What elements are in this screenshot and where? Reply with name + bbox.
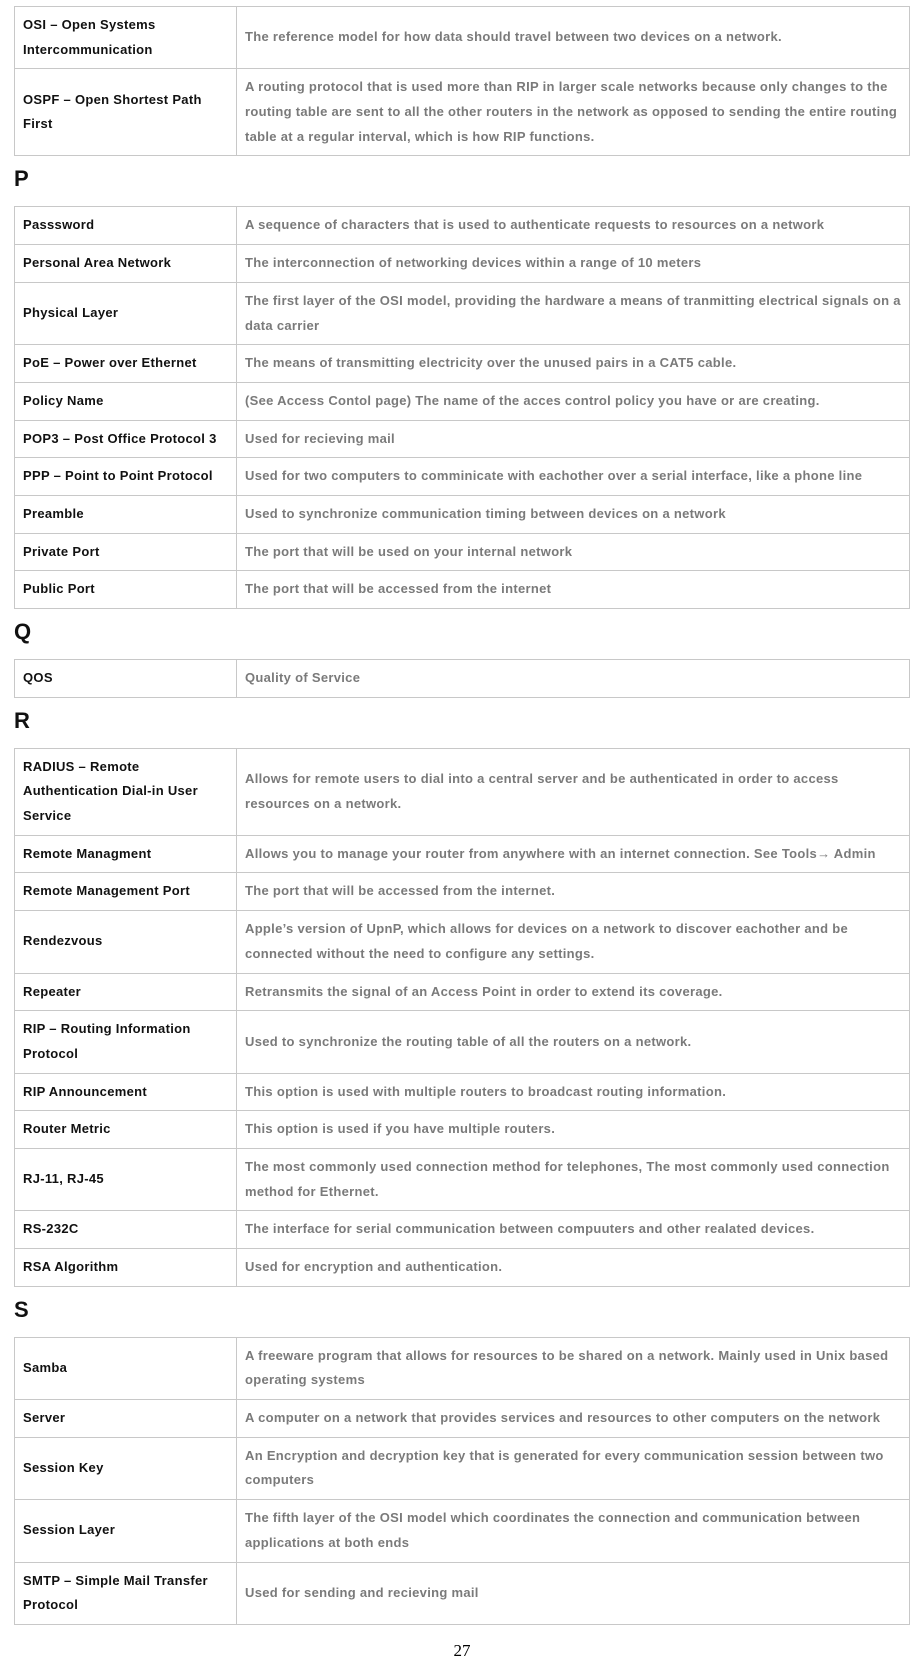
table-row: Remote ManagmentAllows you to manage you… xyxy=(15,835,910,873)
table-row: OSI – Open Systems IntercommunicationThe… xyxy=(15,7,910,69)
glossary-term: RJ-11, RJ-45 xyxy=(15,1148,237,1210)
table-row: ServerA computer on a network that provi… xyxy=(15,1400,910,1438)
table-row: Session Layer The fifth layer of the OSI… xyxy=(15,1500,910,1562)
table-row: PoE – Power over EthernetThe means of tr… xyxy=(15,345,910,383)
table-row: Session KeyAn Encryption and decryption … xyxy=(15,1437,910,1499)
glossary-definition: This option is used with multiple router… xyxy=(237,1073,910,1111)
glossary-definition: This option is used if you have multiple… xyxy=(237,1111,910,1149)
table-row: RepeaterRetransmits the signal of an Acc… xyxy=(15,973,910,1011)
glossary-definition: Used for two computers to comminicate wi… xyxy=(237,458,910,496)
glossary-term: RIP – Routing Information Protocol xyxy=(15,1011,237,1073)
glossary-page: OSI – Open Systems IntercommunicationThe… xyxy=(14,6,910,1625)
glossary-table: QOSQuality of Service xyxy=(14,659,910,698)
section-heading: S xyxy=(14,1297,910,1323)
table-row: POP3 – Post Office Protocol 3Used for re… xyxy=(15,420,910,458)
glossary-definition: Used for sending and recieving mail xyxy=(237,1562,910,1624)
glossary-term: Samba xyxy=(15,1337,237,1399)
glossary-definition: The reference model for how data should … xyxy=(237,7,910,69)
glossary-term: QOS xyxy=(15,660,237,698)
glossary-term: RSA Algorithm xyxy=(15,1249,237,1287)
glossary-term: Session Layer xyxy=(15,1500,237,1562)
table-row: QOSQuality of Service xyxy=(15,660,910,698)
section-heading: Q xyxy=(14,619,910,645)
table-row: Policy Name(See Access Contol page) The … xyxy=(15,382,910,420)
table-row: Public PortThe port that will be accesse… xyxy=(15,571,910,609)
glossary-term: Session Key xyxy=(15,1437,237,1499)
glossary-definition: The fifth layer of the OSI model which c… xyxy=(237,1500,910,1562)
glossary-definition: The most commonly used connection method… xyxy=(237,1148,910,1210)
glossary-table: RADIUS – Remote Authentication Dial-in U… xyxy=(14,748,910,1287)
table-row: PassswordA sequence of characters that i… xyxy=(15,207,910,245)
glossary-definition: A sequence of characters that is used to… xyxy=(237,207,910,245)
glossary-term: Policy Name xyxy=(15,382,237,420)
table-row: Router MetricThis option is used if you … xyxy=(15,1111,910,1149)
glossary-definition: Allows you to manage your router from an… xyxy=(237,835,910,873)
glossary-definition: The port that will be accessed from the … xyxy=(237,873,910,911)
glossary-term: OSPF – Open Shortest Path First xyxy=(15,69,237,156)
glossary-term: OSI – Open Systems Intercommunication xyxy=(15,7,237,69)
table-row: RendezvousApple’s version of UpnP, which… xyxy=(15,911,910,973)
table-row: RADIUS – Remote Authentication Dial-in U… xyxy=(15,748,910,835)
glossary-definition: The port that will be used on your inter… xyxy=(237,533,910,571)
glossary-term: Router Metric xyxy=(15,1111,237,1149)
glossary-table: OSI – Open Systems IntercommunicationThe… xyxy=(14,6,910,156)
glossary-term: Preamble xyxy=(15,495,237,533)
table-row: RJ-11, RJ-45The most commonly used conne… xyxy=(15,1148,910,1210)
glossary-term: Personal Area Network xyxy=(15,245,237,283)
glossary-term: RS-232C xyxy=(15,1211,237,1249)
glossary-definition: Used to synchronize communication timing… xyxy=(237,495,910,533)
glossary-term: SMTP – Simple Mail Transfer Protocol xyxy=(15,1562,237,1624)
glossary-definition: Used for encryption and authentication. xyxy=(237,1249,910,1287)
glossary-term: Server xyxy=(15,1400,237,1438)
glossary-definition: Quality of Service xyxy=(237,660,910,698)
glossary-term: POP3 – Post Office Protocol 3 xyxy=(15,420,237,458)
glossary-definition: The interface for serial communication b… xyxy=(237,1211,910,1249)
table-row: Physical LayerThe first layer of the OSI… xyxy=(15,282,910,344)
glossary-definition: Apple’s version of UpnP, which allows fo… xyxy=(237,911,910,973)
glossary-term: PPP – Point to Point Protocol xyxy=(15,458,237,496)
glossary-definition: The port that will be accessed from the … xyxy=(237,571,910,609)
glossary-table: PassswordA sequence of characters that i… xyxy=(14,206,910,609)
table-row: RS-232CThe interface for serial communic… xyxy=(15,1211,910,1249)
glossary-definition: Allows for remote users to dial into a c… xyxy=(237,748,910,835)
glossary-definition: (See Access Contol page) The name of the… xyxy=(237,382,910,420)
glossary-table: SambaA freeware program that allows for … xyxy=(14,1337,910,1625)
glossary-definition: A routing protocol that is used more tha… xyxy=(237,69,910,156)
glossary-term: RADIUS – Remote Authentication Dial-in U… xyxy=(15,748,237,835)
table-row: Personal Area NetworkThe interconnection… xyxy=(15,245,910,283)
section-heading: P xyxy=(14,166,910,192)
glossary-definition: A freeware program that allows for resou… xyxy=(237,1337,910,1399)
table-row: RSA AlgorithmUsed for encryption and aut… xyxy=(15,1249,910,1287)
glossary-definition: Retransmits the signal of an Access Poin… xyxy=(237,973,910,1011)
glossary-term: Public Port xyxy=(15,571,237,609)
glossary-term: Remote Management Port xyxy=(15,873,237,911)
table-row: OSPF – Open Shortest Path FirstA routing… xyxy=(15,69,910,156)
glossary-term: Passsword xyxy=(15,207,237,245)
table-row: RIP AnnouncementThis option is used with… xyxy=(15,1073,910,1111)
glossary-term: RIP Announcement xyxy=(15,1073,237,1111)
glossary-term: Physical Layer xyxy=(15,282,237,344)
glossary-term: PoE – Power over Ethernet xyxy=(15,345,237,383)
table-row: SambaA freeware program that allows for … xyxy=(15,1337,910,1399)
glossary-term: Rendezvous xyxy=(15,911,237,973)
table-row: Private PortThe port that will be used o… xyxy=(15,533,910,571)
glossary-term: Private Port xyxy=(15,533,237,571)
glossary-definition: An Encryption and decryption key that is… xyxy=(237,1437,910,1499)
table-row: RIP – Routing Information ProtocolUsed t… xyxy=(15,1011,910,1073)
glossary-definition: Used for recieving mail xyxy=(237,420,910,458)
glossary-definition: A computer on a network that provides se… xyxy=(237,1400,910,1438)
glossary-term: Repeater xyxy=(15,973,237,1011)
table-row: PreambleUsed to synchronize communicatio… xyxy=(15,495,910,533)
glossary-definition: The first layer of the OSI model, provid… xyxy=(237,282,910,344)
table-row: PPP – Point to Point ProtocolUsed for tw… xyxy=(15,458,910,496)
section-heading: R xyxy=(14,708,910,734)
table-row: SMTP – Simple Mail Transfer ProtocolUsed… xyxy=(15,1562,910,1624)
glossary-definition: The means of transmitting electricity ov… xyxy=(237,345,910,383)
page-number: 27 xyxy=(14,1641,910,1661)
table-row: Remote Management PortThe port that will… xyxy=(15,873,910,911)
glossary-definition: The interconnection of networking device… xyxy=(237,245,910,283)
glossary-term: Remote Managment xyxy=(15,835,237,873)
glossary-definition: Used to synchronize the routing table of… xyxy=(237,1011,910,1073)
